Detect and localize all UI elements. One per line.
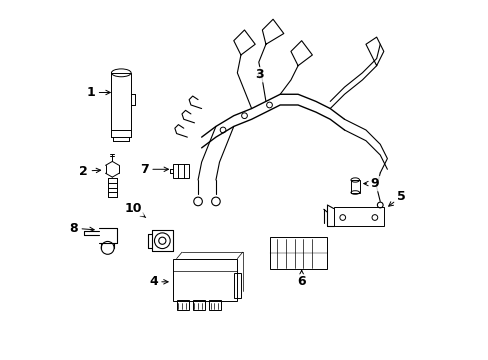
Bar <box>208 300 221 310</box>
Text: 9: 9 <box>363 177 378 190</box>
Bar <box>350 180 359 193</box>
Text: 1: 1 <box>86 86 110 99</box>
Bar <box>173 164 189 178</box>
Bar <box>176 300 189 310</box>
Bar <box>173 258 237 301</box>
Bar <box>333 207 383 226</box>
Bar <box>233 273 241 298</box>
Text: 10: 10 <box>125 202 145 217</box>
Text: 2: 2 <box>79 165 101 177</box>
Bar <box>111 73 131 130</box>
Text: 7: 7 <box>140 163 168 176</box>
Bar <box>269 237 326 269</box>
Text: 8: 8 <box>69 222 94 235</box>
Text: 5: 5 <box>388 190 405 206</box>
Text: 3: 3 <box>255 68 264 81</box>
Text: 4: 4 <box>149 275 168 288</box>
Bar <box>192 300 205 310</box>
Text: 6: 6 <box>297 270 305 288</box>
